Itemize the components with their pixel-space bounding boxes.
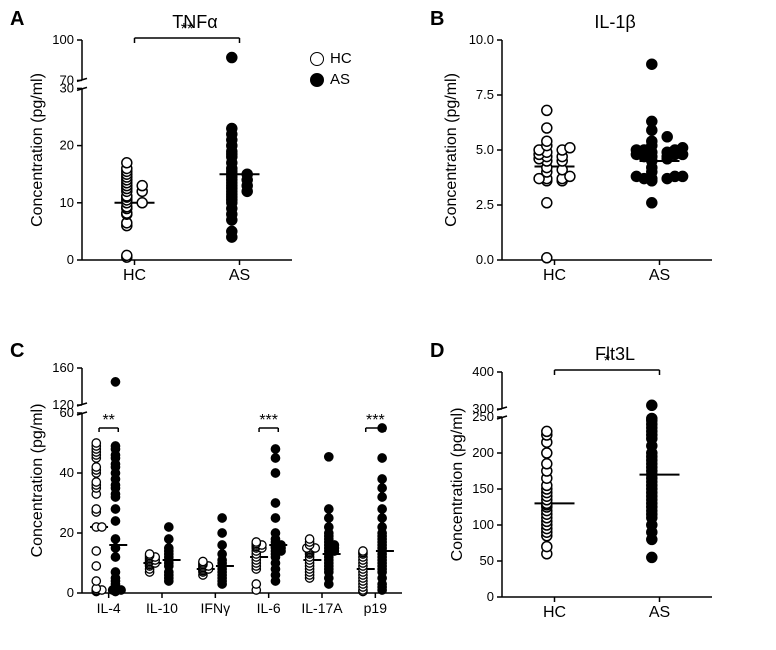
svg-text:20: 20 xyxy=(60,525,74,540)
legend: HC AS xyxy=(310,50,352,92)
svg-text:0: 0 xyxy=(67,585,74,600)
svg-text:IL-17A: IL-17A xyxy=(301,600,343,616)
svg-text:7.5: 7.5 xyxy=(476,87,494,102)
svg-text:20: 20 xyxy=(60,138,74,153)
svg-text:200: 200 xyxy=(472,445,494,460)
figure: A TNFα 010203070100Concentration (pg/ml)… xyxy=(0,0,776,650)
svg-text:Concentration (pg/ml): Concentration (pg/ml) xyxy=(29,73,46,227)
svg-text:10: 10 xyxy=(60,195,74,210)
svg-text:HC: HC xyxy=(543,267,566,284)
legend-label-as: AS xyxy=(330,71,350,88)
panel-a: A TNFα 010203070100Concentration (pg/ml)… xyxy=(10,8,330,298)
svg-text:400: 400 xyxy=(472,364,494,379)
panel-b-plot: 0.0 2.5 5.0 7.5 10.0 Concentration (pg/ml) HC A… xyxy=(430,8,750,298)
panel-a-plot: 010203070100Concentration (pg/ml)HCAS** xyxy=(10,8,330,298)
panel-b-title: IL-1β xyxy=(515,12,715,33)
panel-d-label: D xyxy=(430,340,444,363)
svg-text:150: 150 xyxy=(472,481,494,496)
svg-text:***: *** xyxy=(366,412,385,429)
legend-marker-as xyxy=(310,73,324,87)
svg-text:0: 0 xyxy=(487,589,494,604)
svg-text:40: 40 xyxy=(60,465,74,480)
svg-text:Concentration (pg/ml): Concentration (pg/ml) xyxy=(29,404,46,558)
svg-text:70: 70 xyxy=(60,72,74,87)
legend-marker-hc xyxy=(310,52,324,66)
svg-text:HC: HC xyxy=(543,604,566,621)
svg-text:AS: AS xyxy=(649,604,670,621)
legend-as: AS xyxy=(310,71,352,88)
svg-text:0.0: 0.0 xyxy=(476,252,494,267)
svg-text:5.0: 5.0 xyxy=(476,142,494,157)
svg-text:AS: AS xyxy=(229,267,250,284)
svg-text:***: *** xyxy=(259,412,278,429)
panel-d-plot: 050100150200250300400Concentration (pg/m… xyxy=(430,340,750,640)
svg-text:2.5: 2.5 xyxy=(476,197,494,212)
svg-text:Concentration (pg/ml): Concentration (pg/ml) xyxy=(443,73,460,227)
svg-text:AS: AS xyxy=(649,267,670,284)
panel-b: B IL-1β 0.0 2.5 5.0 7.5 10.0 Concentration (p… xyxy=(430,8,750,298)
panel-b-label: B xyxy=(430,8,444,31)
panel-a-title: TNFα xyxy=(95,12,295,33)
svg-text:50: 50 xyxy=(480,553,494,568)
svg-text:100: 100 xyxy=(52,32,74,47)
svg-text:300: 300 xyxy=(472,401,494,416)
panel-d-title: Flt3L xyxy=(515,344,715,365)
svg-text:IFNγ: IFNγ xyxy=(201,600,231,616)
svg-text:**: ** xyxy=(102,412,114,429)
svg-text:IL-6: IL-6 xyxy=(257,600,281,616)
svg-text:0: 0 xyxy=(67,252,74,267)
legend-hc: HC xyxy=(310,50,352,67)
panel-c-plot: 0204060120160Concentration (pg/ml)IL-4IL… xyxy=(10,340,410,640)
panel-c-label: C xyxy=(10,340,24,363)
panel-a-label: A xyxy=(10,8,24,31)
panel-c: C 0204060120160Concentration (pg/ml)IL-4… xyxy=(10,340,410,640)
svg-text:Concentration (pg/ml): Concentration (pg/ml) xyxy=(449,408,466,562)
svg-text:IL-4: IL-4 xyxy=(97,600,121,616)
svg-text:10.0: 10.0 xyxy=(469,32,494,47)
panel-d: D Flt3L 050100150200250300400Concentrati… xyxy=(430,340,750,640)
legend-label-hc: HC xyxy=(330,50,352,67)
svg-text:HC: HC xyxy=(123,267,146,284)
svg-text:IL-10: IL-10 xyxy=(146,600,178,616)
svg-text:160: 160 xyxy=(52,360,74,375)
svg-text:100: 100 xyxy=(472,517,494,532)
svg-text:p19: p19 xyxy=(364,600,388,616)
svg-text:120: 120 xyxy=(52,397,74,412)
